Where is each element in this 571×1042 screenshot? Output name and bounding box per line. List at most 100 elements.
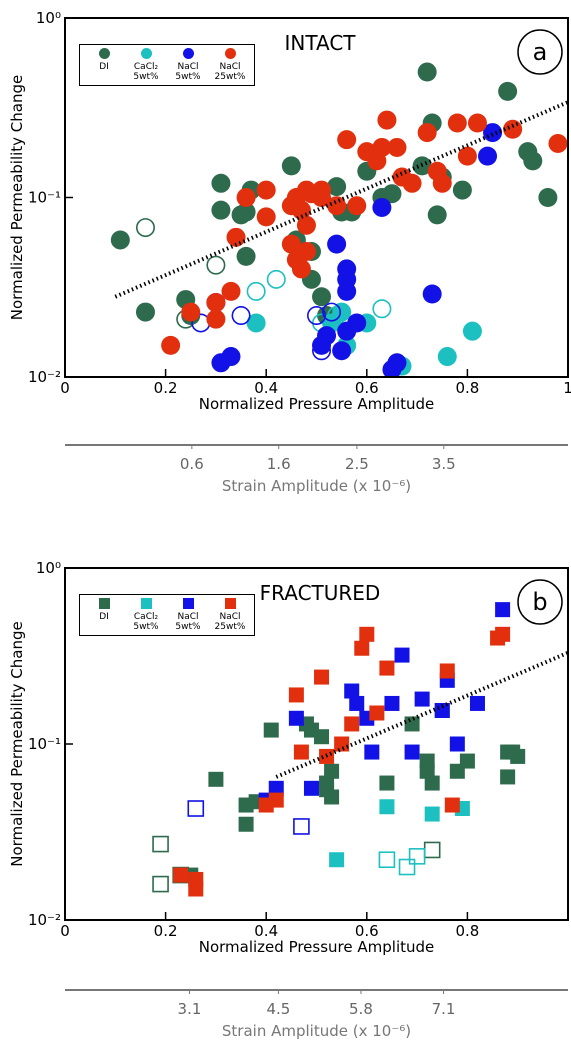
y-tick-label: 10⁰ <box>36 559 61 577</box>
point <box>296 215 316 235</box>
point <box>312 335 332 355</box>
plot-area <box>152 602 568 897</box>
point <box>293 744 309 760</box>
y-tick-label: 10⁻² <box>28 911 61 929</box>
point <box>293 818 310 835</box>
point <box>337 281 357 301</box>
legend-marker <box>140 598 152 609</box>
x2-tick-label: 3.5 <box>432 455 456 473</box>
point <box>334 736 350 752</box>
point <box>548 133 568 153</box>
point <box>188 881 204 897</box>
point <box>394 647 410 663</box>
x2-tick-label: 2.5 <box>345 455 369 473</box>
legend-label: NaCl 5wt% <box>175 612 201 632</box>
legend-label: NaCl 25wt% <box>214 62 246 82</box>
point <box>432 173 452 193</box>
point <box>359 626 375 642</box>
point <box>337 130 357 150</box>
point <box>312 287 332 307</box>
point <box>439 663 455 679</box>
point <box>281 234 301 254</box>
point <box>281 156 301 176</box>
point <box>377 110 397 130</box>
y-axis-label: Normalized Permeability Change <box>8 621 26 867</box>
point <box>495 626 511 642</box>
point <box>449 736 465 752</box>
point <box>422 284 442 304</box>
legend-label: NaCl 5wt% <box>175 62 201 82</box>
point <box>256 180 276 200</box>
point <box>510 748 526 764</box>
legend-item: NaCl 5wt% <box>168 598 208 632</box>
legend-label: DI <box>99 612 109 622</box>
x-tick-label: 0.4 <box>254 922 278 940</box>
legend-marker <box>140 48 152 59</box>
point <box>447 113 467 133</box>
legend-marker <box>224 48 236 59</box>
x-tick-label: 0.4 <box>254 379 278 397</box>
legend-label: DI <box>99 62 109 72</box>
legend-item: DI <box>84 48 124 82</box>
panel-badge <box>517 579 563 625</box>
panel-title: FRACTURED <box>260 581 381 605</box>
point <box>523 151 543 171</box>
point <box>369 705 385 721</box>
point <box>364 744 380 760</box>
legend: DI CaCl₂ 5wt% NaCl 5wt% NaCl 25wt% <box>79 44 255 86</box>
legend-item: NaCl 25wt% <box>210 598 250 632</box>
point <box>372 137 392 157</box>
x-tick-label: 0.6 <box>355 379 379 397</box>
point <box>500 769 516 785</box>
point <box>221 281 241 301</box>
point <box>382 184 402 204</box>
point <box>211 173 231 193</box>
point <box>398 858 416 876</box>
point <box>402 173 422 193</box>
point <box>344 716 360 732</box>
trend-line <box>275 650 568 779</box>
point <box>379 775 395 791</box>
point <box>503 119 523 139</box>
point <box>329 852 345 868</box>
y-tick-label: 10⁻² <box>28 368 61 386</box>
point <box>238 816 254 832</box>
legend-label: NaCl 25wt% <box>214 612 246 632</box>
point <box>110 230 130 250</box>
point <box>226 227 246 247</box>
x-tick-label: 0 <box>60 379 70 397</box>
panel-badge <box>517 29 563 75</box>
legend-item: NaCl 5wt% <box>168 48 208 82</box>
point <box>246 281 266 301</box>
point <box>423 841 441 859</box>
point <box>462 321 482 341</box>
panel-label: b <box>532 588 547 616</box>
point <box>404 716 420 732</box>
point <box>306 306 326 326</box>
point <box>236 246 256 266</box>
x-axis-label: Normalized Pressure Amplitude <box>199 395 435 413</box>
point <box>459 753 475 769</box>
point <box>467 113 487 133</box>
point <box>424 806 440 822</box>
point <box>437 347 457 367</box>
legend-item: CaCl₂ 5wt% <box>126 48 166 82</box>
point <box>379 799 395 815</box>
legend-item: CaCl₂ 5wt% <box>126 598 166 632</box>
legend-item: NaCl 25wt% <box>210 48 250 82</box>
point <box>478 146 498 166</box>
point <box>417 123 437 143</box>
legend-marker <box>224 598 236 609</box>
x-tick-label: 0.8 <box>455 922 479 940</box>
point <box>379 660 395 676</box>
point <box>495 602 511 618</box>
point <box>314 729 330 745</box>
point <box>372 299 392 319</box>
point <box>161 335 181 355</box>
point <box>324 763 340 779</box>
point <box>427 205 447 225</box>
point <box>498 81 518 101</box>
x-tick-label: 0.2 <box>154 922 178 940</box>
point <box>424 775 440 791</box>
